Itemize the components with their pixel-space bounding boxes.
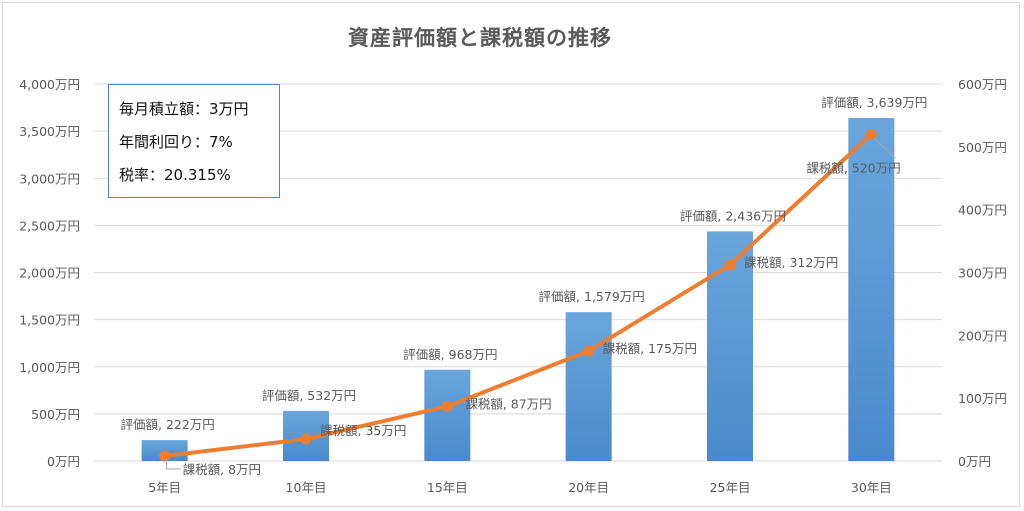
leader-lines bbox=[166, 137, 896, 470]
line-data-label: 課税額, 35万円 bbox=[320, 423, 406, 438]
tax-line bbox=[159, 128, 877, 462]
line-data-label: 課税額, 87万円 bbox=[465, 396, 551, 411]
bar-data-label: 評価額, 3,639万円 bbox=[821, 95, 927, 110]
left-axis-tick-label: 4,000万円 bbox=[19, 77, 80, 92]
tax-point-6 bbox=[865, 128, 877, 140]
category-label: 10年目 bbox=[286, 480, 327, 495]
right-axis-tick-label: 200万円 bbox=[958, 328, 1007, 343]
left-axis-tick-label: 500万円 bbox=[31, 407, 80, 422]
tax-point-2 bbox=[300, 433, 312, 445]
bar-data-label: 評価額, 1,579万円 bbox=[539, 289, 645, 304]
category-labels: 5年目 10年目 15年目 20年目 25年目 30年目 bbox=[148, 480, 892, 495]
right-axis-tick-label: 400万円 bbox=[958, 203, 1007, 218]
left-axis-tick-label: 2,500万円 bbox=[19, 218, 80, 233]
left-axis-tick-label: 1,000万円 bbox=[19, 360, 80, 375]
info-tax-rate: 税率：20.315% bbox=[119, 166, 231, 184]
category-label: 5年目 bbox=[148, 480, 181, 495]
left-axis-tick-label: 3,000万円 bbox=[19, 171, 80, 186]
bars bbox=[141, 118, 895, 462]
right-axis-tick-label: 0万円 bbox=[958, 454, 991, 469]
left-axis-tick-label: 3,500万円 bbox=[19, 124, 80, 139]
line-data-label: 課税額, 8万円 bbox=[183, 462, 261, 477]
bar-data-label: 評価額, 2,436万円 bbox=[680, 208, 786, 223]
info-monthly-amount: 毎月積立額：3万円 bbox=[119, 100, 249, 118]
bar-4 bbox=[565, 312, 612, 461]
tax-point-3 bbox=[441, 400, 453, 412]
right-axis-tick-label: 100万円 bbox=[958, 391, 1007, 406]
bar-data-label: 評価額, 222万円 bbox=[121, 417, 215, 432]
chart-title: 資産評価額と課税額の推移 bbox=[348, 26, 612, 50]
category-label: 30年目 bbox=[851, 480, 892, 495]
bar-3 bbox=[424, 369, 471, 461]
left-axis-ticks: 0万円 500万円 1,000万円 1,500万円 2,000万円 2,500万円 3,00… bbox=[19, 77, 80, 469]
right-axis-tick-label: 500万円 bbox=[958, 140, 1007, 155]
right-axis-ticks: 0万円 100万円 200万円 300万円 400万円 500万円 600万円 bbox=[958, 77, 1007, 469]
leader-line bbox=[166, 458, 181, 470]
info-annual-return: 年間利回り：7% bbox=[119, 133, 233, 151]
leader-line bbox=[873, 137, 896, 159]
bar-data-label: 評価額, 968万円 bbox=[403, 347, 497, 362]
right-axis-tick-label: 600万円 bbox=[958, 77, 1007, 92]
bar-6 bbox=[848, 118, 895, 462]
category-label: 15年目 bbox=[427, 480, 468, 495]
tax-line-path bbox=[162, 132, 874, 458]
right-axis-tick-label: 300万円 bbox=[958, 266, 1007, 281]
tax-point-1 bbox=[159, 450, 171, 462]
bar-data-label: 評価額, 532万円 bbox=[262, 388, 356, 403]
left-axis-tick-label: 1,500万円 bbox=[19, 313, 80, 328]
line-data-label: 課税額, 520万円 bbox=[806, 160, 900, 175]
left-axis-tick-label: 0万円 bbox=[47, 454, 80, 469]
tax-point-4 bbox=[583, 345, 595, 357]
tax-point-5 bbox=[724, 259, 736, 271]
line-data-label: 課税額, 312万円 bbox=[744, 255, 838, 270]
info-box: 毎月積立額：3万円 年間利回り：7% 税率：20.315% bbox=[108, 84, 280, 198]
category-label: 20年目 bbox=[568, 480, 609, 495]
left-axis-tick-label: 2,000万円 bbox=[19, 266, 80, 281]
line-data-label: 課税額, 175万円 bbox=[603, 341, 697, 356]
data-labels: 評価額, 222万円 評価額, 532万円 評価額, 968万円 評価額, 1,579… bbox=[121, 95, 928, 477]
category-label: 25年目 bbox=[710, 480, 751, 495]
